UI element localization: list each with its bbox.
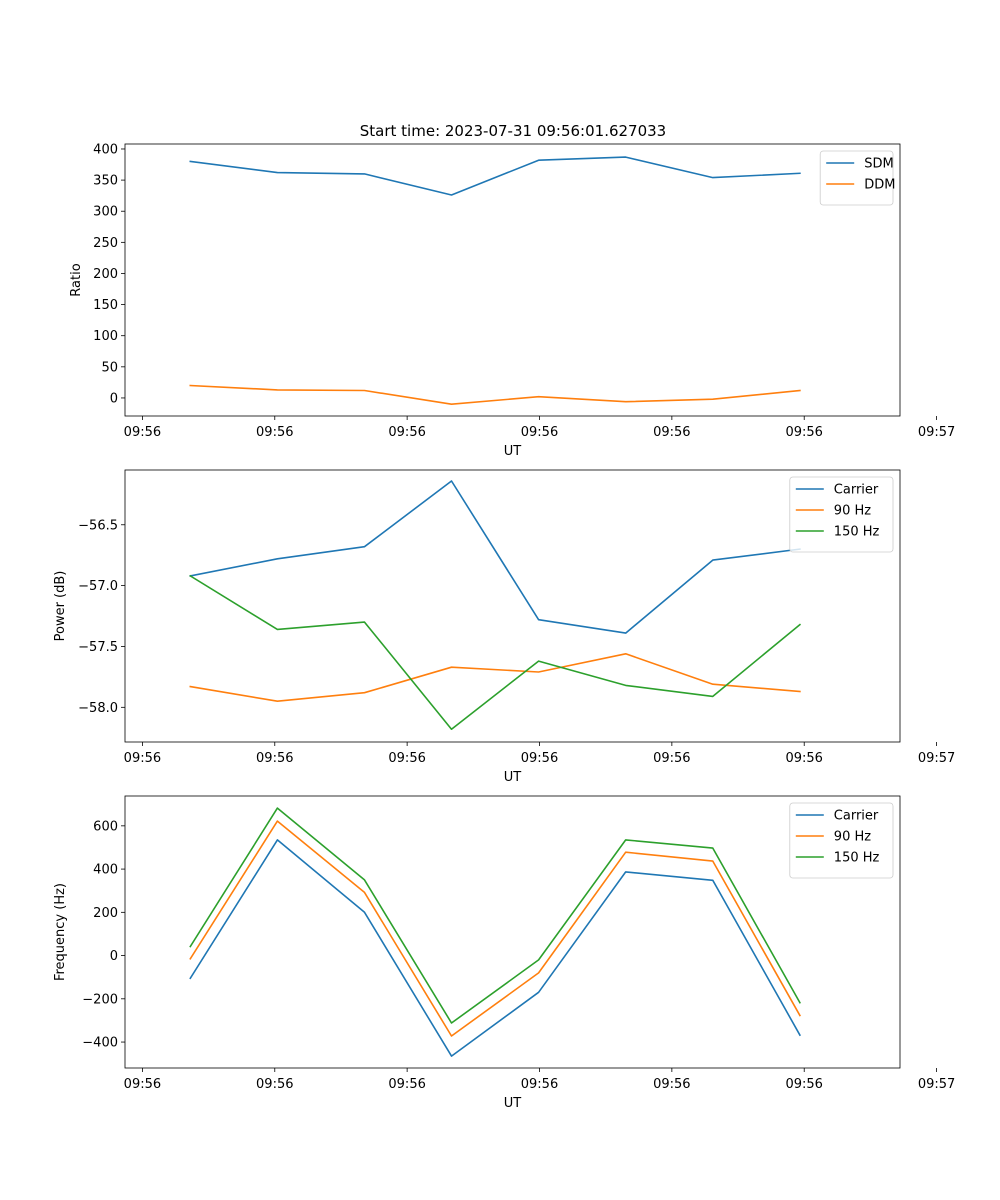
y-tick-label: 300 xyxy=(93,205,118,220)
x-tick-label: 09:57 xyxy=(918,1077,955,1092)
y-tick-label: −200 xyxy=(82,992,118,1007)
y-tick-label: 0 xyxy=(110,391,118,406)
y-tick-label: −57.5 xyxy=(78,640,118,655)
x-tick-label: 09:56 xyxy=(124,425,161,440)
y-tick-label: −400 xyxy=(82,1036,118,1051)
y-tick-label: 400 xyxy=(93,142,118,157)
x-tick-label: 09:56 xyxy=(653,425,690,440)
x-tick-label: 09:57 xyxy=(918,425,955,440)
chart-panel-1: 0 50 100 150 200 250 300 350 400 09:56 09:56 09:56 0… xyxy=(69,142,955,459)
x-axis-label: UT xyxy=(504,444,522,459)
legend-label-ddm: DDM xyxy=(864,178,895,193)
y-tick-label: −57.0 xyxy=(78,579,118,594)
x-tick-label: 09:56 xyxy=(653,1077,690,1092)
x-tick-label: 09:56 xyxy=(256,1077,293,1092)
x-tick-label: 09:56 xyxy=(785,1077,822,1092)
legend: Carrier 90 Hz 150 Hz xyxy=(789,802,894,879)
x-tick-label: 09:57 xyxy=(918,751,955,766)
x-tick-label: 09:56 xyxy=(388,1077,425,1092)
y-tick-label: −58.0 xyxy=(78,701,118,716)
legend-label-150-hz: 150 Hz xyxy=(834,525,880,540)
y-tick-label: 200 xyxy=(93,267,118,282)
chart-panel-2: −58.0 −57.5 −57.0 −56.5 09:56 09:56 09:56 09:56… xyxy=(53,469,955,785)
y-tick-label: 400 xyxy=(93,863,118,878)
axes-frame xyxy=(124,795,901,1069)
legend-label-150-hz: 150 Hz xyxy=(834,851,880,866)
legend-label-sdm: SDM xyxy=(864,157,893,172)
x-tick-label: 09:56 xyxy=(521,751,558,766)
legend-box xyxy=(819,150,894,206)
series-line-carrier xyxy=(189,480,801,634)
legend: SDM DDM xyxy=(819,150,895,206)
x-tick-label: 09:56 xyxy=(785,751,822,766)
y-tick-label: 200 xyxy=(93,906,118,921)
legend-label-carrier: Carrier xyxy=(834,809,879,824)
y-tick-label: 600 xyxy=(93,819,118,834)
y-tick-label: −56.5 xyxy=(78,518,118,533)
y-axis-label: Power (dB) xyxy=(53,571,68,642)
series-line-carrier xyxy=(189,839,801,1057)
x-axis-label: UT xyxy=(504,1096,522,1111)
y-tick-label: 350 xyxy=(93,174,118,189)
series-line-90-hz xyxy=(189,652,801,703)
x-tick-label: 09:56 xyxy=(521,1077,558,1092)
y-tick-label: 0 xyxy=(110,949,118,964)
y-tick-label: 250 xyxy=(93,236,118,251)
x-tick-label: 09:56 xyxy=(256,425,293,440)
figure-title: Start time: 2023-07-31 09:56:01.627033 xyxy=(360,122,666,140)
x-axis-label: UT xyxy=(504,770,522,785)
legend: Carrier 90 Hz 150 Hz xyxy=(789,476,894,553)
chart-panels: 0 50 100 150 200 250 300 350 400 09:56 09:56 09:56 0… xyxy=(53,142,955,1111)
series-line-sdm xyxy=(189,156,801,196)
legend-label-90-hz: 90 Hz xyxy=(834,504,871,519)
series-line-90-hz xyxy=(189,820,801,1037)
x-tick-label: 09:56 xyxy=(256,751,293,766)
y-tick-label: 100 xyxy=(93,329,118,344)
x-tick-label: 09:56 xyxy=(388,425,425,440)
legend-label-carrier: Carrier xyxy=(834,483,879,498)
y-tick-label: 50 xyxy=(101,360,118,375)
legend-label-90-hz: 90 Hz xyxy=(834,830,871,845)
y-axis-label: Frequency (Hz) xyxy=(53,883,68,981)
axes-frame xyxy=(124,469,901,743)
y-tick-label: 150 xyxy=(93,298,118,313)
chart-panel-3: −400 −200 0 200 400 600 09:56 09:56 09:56 09:56 09… xyxy=(53,795,955,1111)
x-tick-label: 09:56 xyxy=(785,425,822,440)
x-tick-label: 09:56 xyxy=(653,751,690,766)
x-tick-label: 09:56 xyxy=(124,1077,161,1092)
y-axis-label: Ratio xyxy=(69,263,84,296)
x-tick-label: 09:56 xyxy=(521,425,558,440)
x-tick-label: 09:56 xyxy=(388,751,425,766)
series-line-ddm xyxy=(189,384,801,406)
x-tick-label: 09:56 xyxy=(124,751,161,766)
axes-frame xyxy=(124,143,901,417)
legend-box xyxy=(789,802,894,879)
series-line-150-hz xyxy=(189,574,802,731)
series-line-150-hz xyxy=(189,807,801,1024)
legend-box xyxy=(789,476,894,553)
